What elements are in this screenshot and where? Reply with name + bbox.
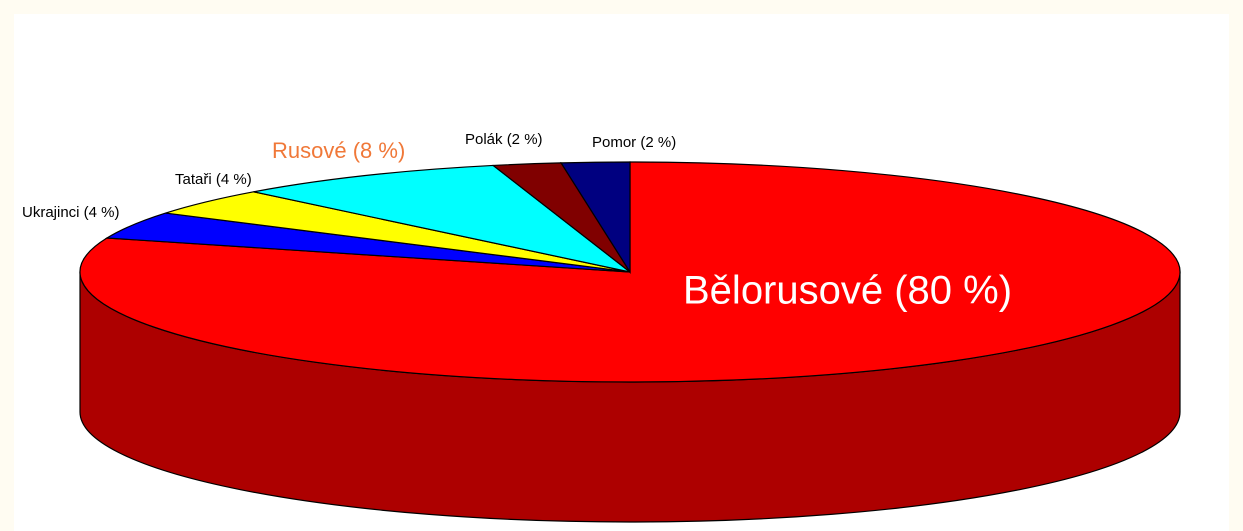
slice-label: Tataři (4 %) <box>175 171 252 188</box>
slice-label: Ukrajinci (4 %) <box>22 204 120 221</box>
slice-label: Rusové (8 %) <box>272 138 405 163</box>
slice-label: Pomor (2 %) <box>592 134 676 151</box>
slice <box>559 161 631 275</box>
slice <box>253 164 631 273</box>
slice-label: Polák (2 %) <box>465 131 543 148</box>
slice <box>79 161 1181 383</box>
slice-label: Bělorusové (80 %) <box>683 269 1012 313</box>
